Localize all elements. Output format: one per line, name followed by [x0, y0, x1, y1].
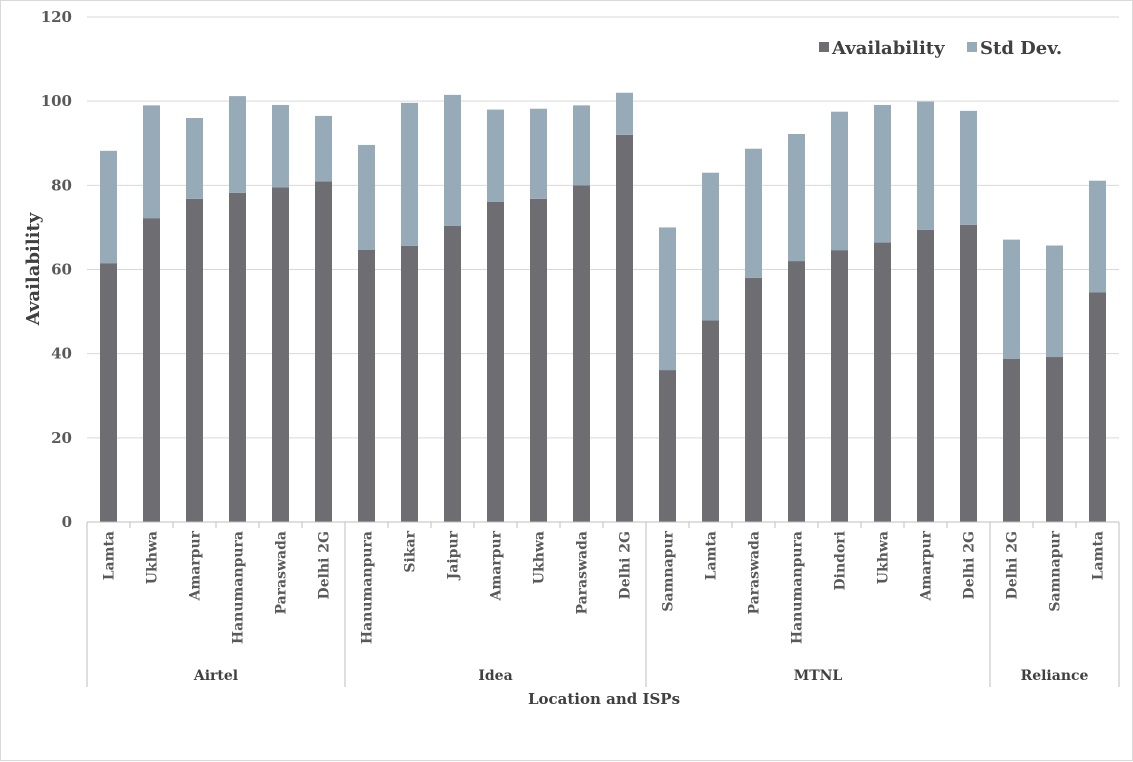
bar-availability-1	[143, 218, 160, 523]
bar-std-dev-4	[272, 104, 289, 188]
bar-std-dev-8	[444, 94, 461, 226]
y-tick-label-60: 60	[51, 261, 72, 279]
gridlines	[87, 16, 1119, 439]
x-tick-label-8: Jaipur	[446, 530, 462, 581]
group-label-reliance: Reliance	[1021, 668, 1089, 684]
bar-std-dev-3	[229, 96, 246, 193]
x-tick-label-13: Samnapur	[661, 530, 677, 611]
x-tick-label-12: Delhi 2G	[618, 531, 634, 599]
x-tick-label-10: Ukhwa	[532, 531, 548, 584]
y-tick-label-100: 100	[41, 92, 72, 110]
bar-std-dev-11	[573, 105, 590, 186]
group-labels: Airtel Idea MTNL Reliance	[193, 668, 1089, 684]
bar-availability-10	[530, 198, 547, 523]
bar-availability-20	[960, 224, 977, 522]
x-tick-label-16: Hanumanpura	[790, 531, 806, 644]
bar-std-dev-10	[530, 108, 547, 199]
bar-std-dev-16	[788, 133, 805, 262]
bars	[100, 92, 1106, 523]
y-tick-label-80: 80	[51, 176, 72, 194]
x-tick-label-15: Paraswada	[747, 531, 763, 615]
bar-std-dev-13	[659, 227, 676, 371]
bar-std-dev-22	[1046, 245, 1063, 358]
bar-std-dev-0	[100, 150, 117, 264]
group-label-mtnl: MTNL	[794, 668, 843, 684]
x-tick-label-14: Lamta	[704, 531, 720, 580]
x-tick-label-18: Ukhwa	[876, 531, 892, 584]
x-tick-label-11: Paraswada	[575, 531, 591, 615]
bar-availability-0	[100, 263, 117, 522]
bar-std-dev-5	[315, 115, 332, 182]
legend-label-availability: Availability	[831, 38, 945, 59]
bar-std-dev-18	[874, 104, 891, 243]
y-tick-label-40: 40	[51, 345, 72, 363]
legend: Availability Std Dev.	[819, 38, 1062, 59]
x-tick-label-1: Ukhwa	[145, 531, 161, 584]
x-tick-label-19: Amarpur	[919, 530, 935, 601]
bar-availability-2	[186, 198, 203, 523]
bar-availability-13	[659, 370, 676, 522]
x-tick-label-17: Dindori	[833, 531, 849, 590]
x-tick-label-3: Hanumanpura	[231, 531, 247, 644]
bar-availability-15	[745, 277, 762, 522]
bar-std-dev-7	[401, 102, 418, 246]
x-tick-label-9: Amarpur	[489, 530, 505, 601]
axes	[86, 521, 1120, 687]
bar-availability-11	[573, 185, 590, 523]
x-tick-label-23: Lamta	[1091, 531, 1107, 580]
x-tick-label-4: Paraswada	[274, 531, 290, 615]
bar-availability-6	[358, 249, 375, 523]
x-tick-label-21: Delhi 2G	[1005, 531, 1021, 599]
bar-availability-18	[874, 242, 891, 523]
bar-std-dev-20	[960, 110, 977, 225]
bar-availability-8	[444, 225, 461, 522]
x-tick-label-20: Delhi 2G	[962, 531, 978, 599]
bar-std-dev-2	[186, 118, 203, 199]
x-tick-label-2: Amarpur	[188, 530, 204, 601]
bar-availability-5	[315, 181, 332, 522]
y-tick-label-20: 20	[51, 429, 72, 447]
bar-availability-16	[788, 261, 805, 522]
bar-availability-19	[917, 229, 934, 523]
bar-availability-9	[487, 201, 504, 522]
bar-std-dev-14	[702, 172, 719, 321]
bar-std-dev-23	[1089, 180, 1106, 293]
x-tick-label-0: Lamta	[102, 531, 118, 580]
bar-availability-4	[272, 187, 289, 522]
bar-std-dev-9	[487, 109, 504, 202]
bar-std-dev-12	[616, 92, 633, 135]
y-tick-label-0: 0	[62, 513, 72, 531]
bar-std-dev-1	[143, 105, 160, 219]
bar-std-dev-21	[1003, 239, 1020, 359]
x-tick-label-22: Samnapur	[1048, 530, 1064, 611]
bar-availability-21	[1003, 358, 1020, 522]
x-tick-label-5: Delhi 2G	[317, 531, 333, 599]
bar-availability-12	[616, 134, 633, 523]
x-axis-title: Location and ISPs	[528, 690, 680, 708]
x-tick-label-7: Sikar	[403, 530, 419, 572]
bar-std-dev-15	[745, 148, 762, 278]
bar-availability-14	[702, 320, 719, 522]
legend-label-std-dev: Std Dev.	[980, 38, 1062, 59]
bar-availability-3	[229, 192, 246, 523]
y-tick-label-120: 120	[41, 8, 72, 26]
bar-std-dev-6	[358, 144, 375, 250]
legend-swatch-std-dev	[967, 42, 977, 52]
bar-availability-17	[831, 250, 848, 522]
bar-std-dev-17	[831, 111, 848, 251]
y-axis-title: Availability	[23, 212, 44, 326]
x-tick-labels: Lamta Ukhwa Amarpur Hanumanpura Paraswada Del…	[102, 530, 1107, 644]
x-tick-label-6: Hanumanpura	[360, 531, 376, 644]
bar-availability-22	[1046, 357, 1063, 522]
group-label-airtel: Airtel	[193, 668, 238, 684]
y-tick-labels: 0 20 40 60 80 100 120	[41, 8, 72, 531]
bar-availability-7	[401, 245, 418, 522]
bar-availability-23	[1089, 292, 1106, 522]
group-label-idea: Idea	[478, 668, 512, 684]
bar-std-dev-19	[917, 101, 934, 230]
legend-swatch-availability	[819, 42, 829, 52]
